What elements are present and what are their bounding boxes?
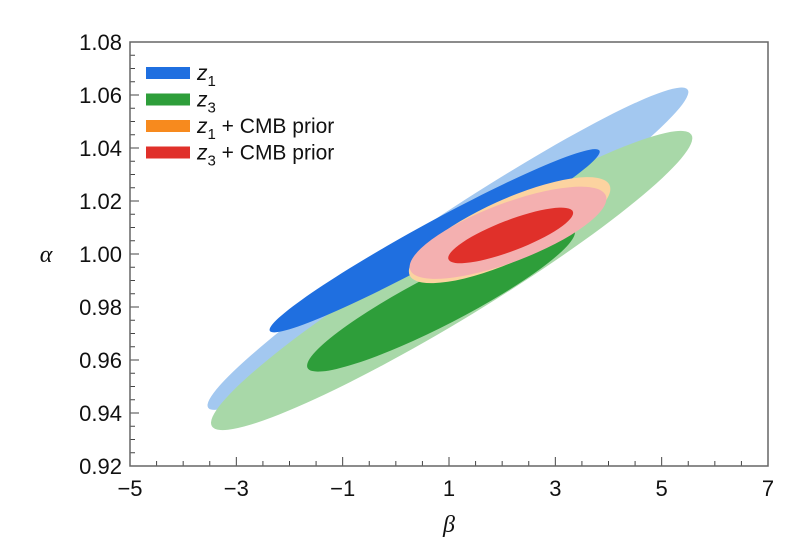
legend-swatch	[146, 120, 190, 132]
plot-frame	[129, 41, 769, 467]
legend-swatch	[146, 93, 190, 106]
x-tick-label: −1	[330, 476, 355, 501]
legend-swatch	[146, 67, 190, 79]
contours	[207, 87, 693, 431]
y-tick-label: 0.96	[79, 348, 122, 373]
y-tick-label: 0.98	[79, 295, 122, 320]
y-tick-label: 1.02	[79, 189, 122, 214]
x-tick-label: 7	[762, 476, 774, 501]
x-axis-label: β	[442, 512, 455, 538]
y-tick-label: 0.92	[79, 454, 122, 479]
x-tick-label: −3	[224, 476, 249, 501]
axis-ticks	[129, 41, 769, 467]
y-tick-label: 0.94	[79, 401, 122, 426]
tick-labels: −5 −3 −1 1 3 5 7 0.92 0.94 0.96 0.98 1.00 1.02 1.04 1.…	[79, 30, 774, 501]
legend-entry: z1 + CMB prior	[196, 115, 334, 143]
y-tick-label: 1.08	[79, 30, 122, 55]
y-tick-label: 1.06	[79, 83, 122, 108]
y-tick-label: 1.00	[79, 242, 122, 267]
legend-entry: z3 + CMB prior	[196, 142, 334, 170]
legend-entry: z1	[196, 62, 216, 90]
contour-6	[448, 207, 574, 264]
x-tick-label: 3	[549, 476, 561, 501]
x-tick-label: −5	[117, 476, 142, 501]
legend-swatch	[146, 146, 190, 159]
legend-entry: z3	[196, 89, 216, 117]
x-tick-label: 1	[443, 476, 455, 501]
x-tick-label: 5	[656, 476, 668, 501]
y-axis-label: α	[40, 242, 53, 268]
y-tick-label: 1.04	[79, 136, 122, 161]
